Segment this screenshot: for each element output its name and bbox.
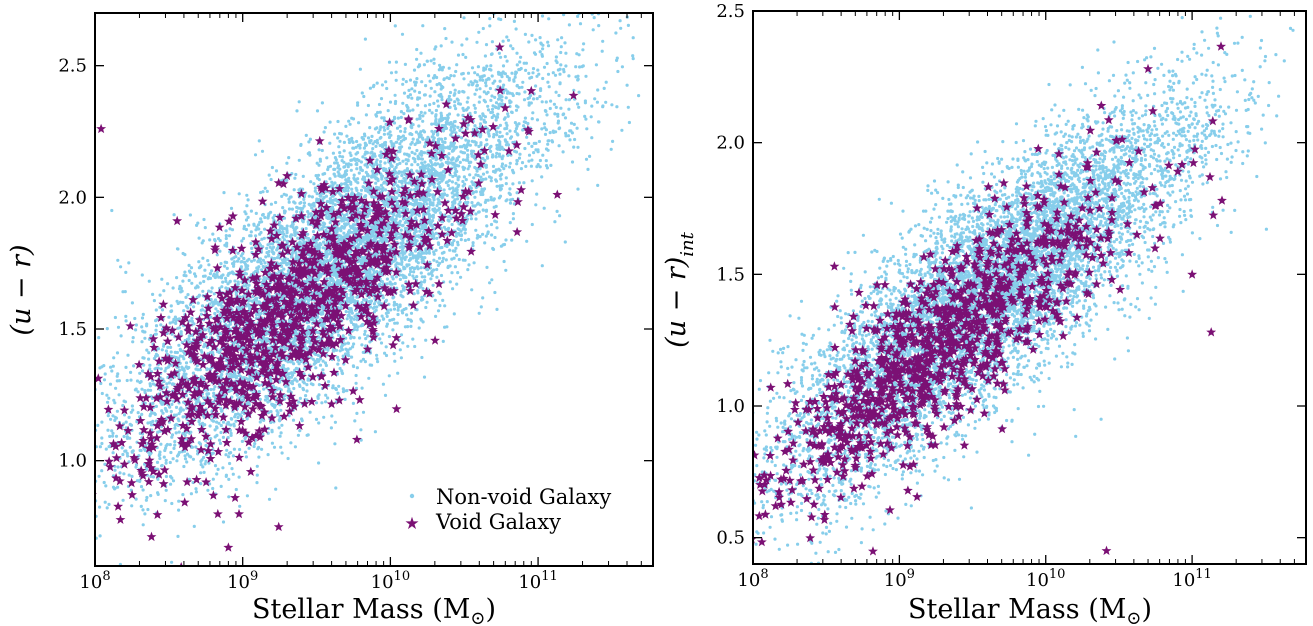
- right-plot-points: [734, 0, 1295, 614]
- x-tick-label: 109: [227, 569, 258, 593]
- y-tick-label: 1.5: [58, 319, 87, 340]
- nonvoid-galaxy-dots: [737, 0, 1294, 614]
- left-x-axis-label: Stellar Mass (M⊙): [252, 594, 496, 626]
- y-tick-label: 2.5: [58, 56, 87, 77]
- x-tick-label: 1010: [371, 569, 410, 593]
- y-tick-label: 2.0: [716, 133, 745, 154]
- void-galaxy-stars: [734, 41, 1227, 558]
- series-void-points: [734, 41, 1227, 558]
- x-tick-label: 108: [737, 567, 768, 591]
- right-y-axis-label: (u − r)int: [661, 231, 698, 348]
- y-tick-label: 1.0: [58, 451, 87, 472]
- right-y-axis-label-sub: int: [677, 231, 698, 256]
- y-tick-label: 2.5: [716, 1, 745, 22]
- right-x-axis-label-main: Stellar Mass (M: [908, 594, 1126, 625]
- x-tick-label: 1011: [1172, 567, 1211, 591]
- y-tick-label: 1.0: [716, 396, 745, 417]
- right-scatter-panel: 108 109 1010 1011 0.5 1.0 1.5 2.0 2.5 (u − r)int…: [661, 0, 1306, 626]
- left-y-axis-label-main: (u − r): [6, 244, 37, 335]
- legend: Non-void Galaxy ★ Void Galaxy: [404, 485, 611, 534]
- series-nonvoid-points: [737, 0, 1294, 614]
- left-x-axis-label-sun-symbol: ⊙: [470, 608, 485, 626]
- right-y-axis-label-main: (u − r): [661, 257, 692, 348]
- legend-label-void: Void Galaxy: [435, 510, 561, 534]
- x-tick-label: 109: [884, 567, 915, 591]
- left-scatter-panel: 108 109 1010 1011 1.0 1.5 2.0 2.5 (u − r) Stell…: [6, 0, 653, 626]
- right-x-axis-label-sun-symbol: ⊙: [1126, 608, 1141, 626]
- left-x-axis-label-main: Stellar Mass (M: [252, 594, 470, 625]
- y-tick-label: 2.0: [58, 187, 87, 208]
- x-tick-label: 1011: [518, 569, 557, 593]
- legend-label-nonvoid: Non-void Galaxy: [436, 485, 611, 509]
- y-tick-label: 1.5: [716, 264, 745, 285]
- left-y-axis-label: (u − r): [6, 244, 37, 335]
- legend-marker-nonvoid: [410, 494, 414, 498]
- right-x-axis-label-close: ): [1141, 594, 1152, 625]
- right-x-axis-label: Stellar Mass (M⊙): [908, 594, 1152, 626]
- x-tick-label: 108: [79, 569, 110, 593]
- legend-marker-void: ★: [404, 514, 419, 534]
- left-x-axis-label-close: ): [485, 594, 496, 625]
- y-tick-label: 0.5: [716, 528, 745, 549]
- x-tick-label: 1010: [1026, 567, 1065, 591]
